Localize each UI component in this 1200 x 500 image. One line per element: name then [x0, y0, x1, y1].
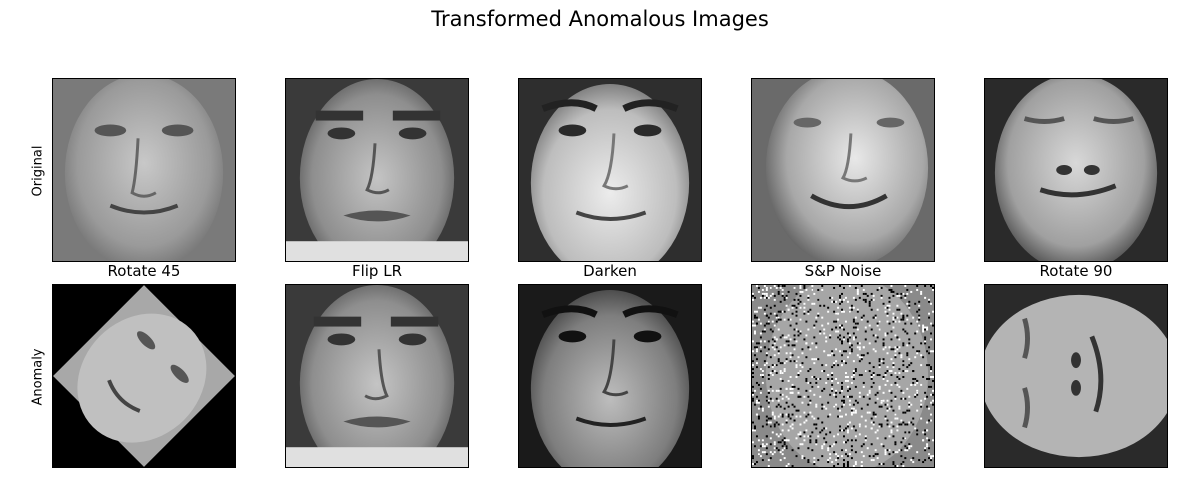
original-face-4: [751, 78, 935, 262]
original-face-3: [518, 78, 702, 262]
panel-title-rotate-90: Rotate 90: [1039, 262, 1113, 280]
figure-title: Transformed Anomalous Images: [431, 7, 769, 31]
row-label-original: Original: [30, 145, 46, 197]
panel-title-darken: Darken: [583, 262, 637, 280]
panel-title-rotate-45: Rotate 45: [107, 262, 181, 280]
panel-title-flip-lr: Flip LR: [351, 262, 403, 280]
original-face-1: [52, 78, 236, 262]
original-face-2: [285, 78, 469, 262]
anomaly-flip-lr: [285, 284, 469, 468]
anomaly-rotate-45: [52, 284, 236, 468]
anomaly-darken: [518, 284, 702, 468]
panel-title-sp-noise: S&P Noise: [804, 262, 882, 280]
anomaly-sp-noise: [751, 284, 935, 468]
original-face-5: [984, 78, 1168, 262]
anomaly-rotate-90: [984, 284, 1168, 468]
row-label-anomaly: Anomaly: [30, 348, 46, 406]
